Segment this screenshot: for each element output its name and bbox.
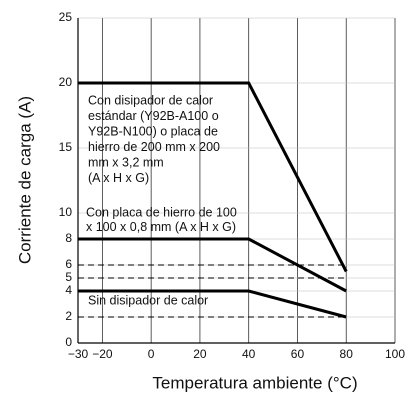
y-tick-label: 4 [65, 283, 72, 297]
annotation: (A x H x G) [88, 171, 149, 185]
annotation: mm x 3,2 mm [88, 155, 164, 169]
x-tick-label: 0 [148, 347, 155, 361]
annotation: Con placa de hierro de 100 [86, 205, 237, 219]
x-tick-label: 40 [242, 347, 256, 361]
series-line [78, 237, 347, 293]
series-line [78, 289, 347, 319]
annotation: x 100 x 0,8 mm (A x H x G) [86, 220, 236, 234]
y-axis-label: Corriente de carga (A) [15, 96, 34, 264]
y-tick-label: 15 [59, 140, 73, 154]
x-tick-label: 80 [340, 347, 354, 361]
y-tick-label: 25 [59, 10, 73, 24]
annotation: hierro de 200 mm x 200 [88, 140, 220, 154]
x-tick-label: 20 [193, 347, 207, 361]
y-tick-label: 2 [65, 309, 72, 323]
annotation: Y92B-N100) o placa de [88, 124, 218, 138]
y-tick-label: 0 [65, 335, 72, 349]
x-tick-label: 60 [291, 347, 305, 361]
y-tick-label: 8 [65, 231, 72, 245]
series-line [78, 81, 348, 273]
y-tick-label: 10 [59, 205, 73, 219]
annotation: estándar (Y92B-A100 o [88, 109, 219, 123]
x-tick-label: −30 [68, 347, 89, 361]
annotation: Con disipador de calor [88, 93, 213, 107]
y-tick-label: 5 [65, 270, 72, 284]
annotation: Sin disipador de calor [88, 293, 208, 307]
x-tick-label: 100 [385, 347, 405, 361]
x-tick-label: −20 [92, 347, 113, 361]
y-tick-label: 20 [59, 75, 73, 89]
x-axis-label: Temperatura ambiente (°C) [152, 373, 357, 392]
y-tick-label: 6 [65, 257, 72, 271]
